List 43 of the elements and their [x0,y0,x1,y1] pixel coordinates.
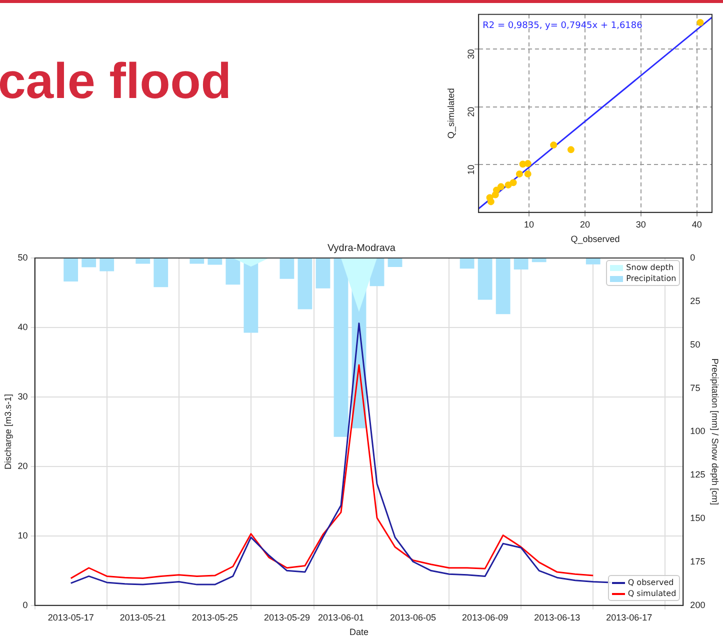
y2-tick-label: 200 [690,600,706,610]
x-tick-label: 2013-06-05 [390,612,436,622]
x-tick-label: 2013-05-25 [192,612,238,622]
y2-tick-label: 125 [690,470,706,480]
x-tick-label: 2013-05-21 [120,612,166,622]
x-axis-title: Date [349,627,369,638]
x-tick-label: 2013-06-01 [318,612,364,622]
chart-title: Vydra-Modrava [328,242,396,254]
y-tick-label: 10 [466,164,476,175]
y-tick-label: 0 [22,600,28,610]
x-tick-label: 2013-05-17 [48,612,94,622]
y-axis-title: Discharge [m3.s-1] [2,394,13,470]
y2-tick-label: 175 [690,556,706,566]
annotation: R2 = 0,9835, y= 0,7945x + 1,6186 [482,21,643,32]
y2-tick-label: 150 [690,513,706,524]
x-tick-label: 2013-06-13 [534,612,580,622]
y-tick-label: 40 [18,322,28,332]
y2-tick-label: 50 [690,339,700,350]
y2-tick-label: 25 [690,296,700,306]
x-tick-label: 2013-05-29 [264,612,310,622]
x-tick-label: 20 [580,219,590,230]
x-tick-label: 2013-06-09 [462,612,508,622]
legend-label: Snow depth [626,263,674,272]
y-axis-title: Q_simulated [446,88,456,139]
y-tick-label: 10 [18,530,28,540]
legend-label: Precipitation [626,274,676,283]
text: cale flood [0,52,232,110]
y2-tick-label: 0 [690,252,696,262]
y2-axis-title: Precipitation [mm] / Snow depth [cm] [710,358,720,505]
y-tick-label: 50 [18,252,28,262]
x-tick-label: 2013-06-17 [606,612,652,622]
legend-label: Q observed [628,578,674,588]
x-tick-label: 10 [524,219,534,230]
y-tick-label: 20 [466,106,476,117]
y-tick-label: 20 [18,460,28,471]
y-tick-label: 30 [466,49,476,60]
y2-tick-label: 75 [690,382,700,393]
x-tick-label: 30 [636,219,646,230]
x-tick-label: 40 [692,219,702,230]
y-tick-label: 30 [18,391,28,402]
legend-label: Q simulated [628,589,676,598]
x-axis-title: Q_observed [570,234,620,244]
y2-tick-label: 100 [690,426,706,436]
